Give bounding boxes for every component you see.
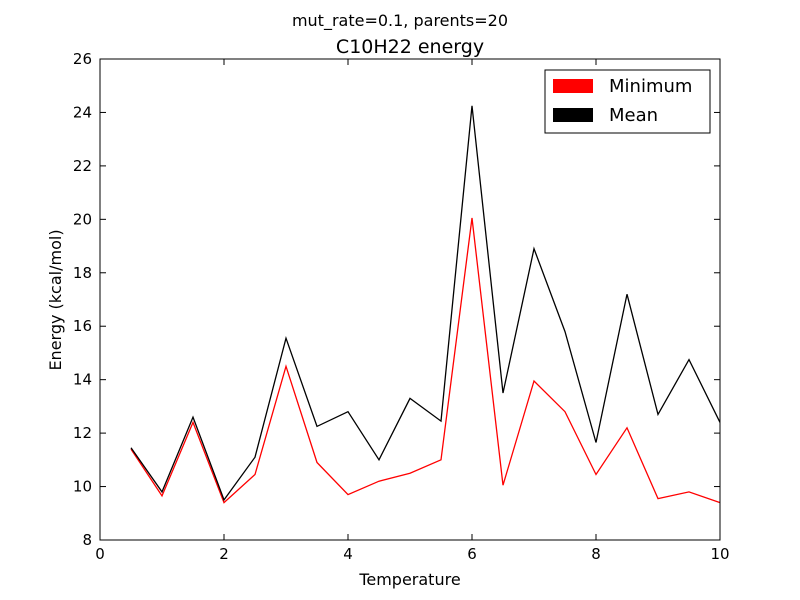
legend-swatch-mean <box>553 108 593 122</box>
y-tick-label: 18 <box>73 264 92 282</box>
x-tick-label: 0 <box>95 545 105 563</box>
plot-lines <box>130 105 721 504</box>
x-tick-label: 2 <box>219 545 229 563</box>
x-tick-label: 8 <box>591 545 601 563</box>
chart-suptitle: mut_rate=0.1, parents=20 <box>292 11 508 31</box>
y-tick-label: 22 <box>73 157 92 175</box>
x-tick-label: 6 <box>467 545 477 563</box>
legend-swatch-minimum <box>553 79 593 93</box>
series-line-mean <box>130 105 721 502</box>
y-tick-label: 8 <box>82 531 92 549</box>
chart-title: C10H22 energy <box>336 36 484 58</box>
plot-frame <box>99 58 721 541</box>
x-axis-label: Temperature <box>358 570 460 589</box>
x-tick-label: 10 <box>710 545 729 563</box>
y-tick-label: 10 <box>73 478 92 496</box>
y-tick-label: 24 <box>73 103 92 121</box>
y-tick-label: 20 <box>73 210 92 228</box>
legend-label-mean: Mean <box>609 105 658 126</box>
y-tick-label: 26 <box>73 50 92 68</box>
legend: Minimum Mean <box>544 69 711 134</box>
legend-label-minimum: Minimum <box>609 76 692 97</box>
x-tick-label: 4 <box>343 545 353 563</box>
y-axis-label: Energy (kcal/mol) <box>46 229 65 370</box>
y-tick-label: 16 <box>73 317 92 335</box>
y-tick-label: 14 <box>73 371 92 389</box>
y-tick-label: 12 <box>73 424 92 442</box>
series-line-minimum <box>130 217 721 504</box>
